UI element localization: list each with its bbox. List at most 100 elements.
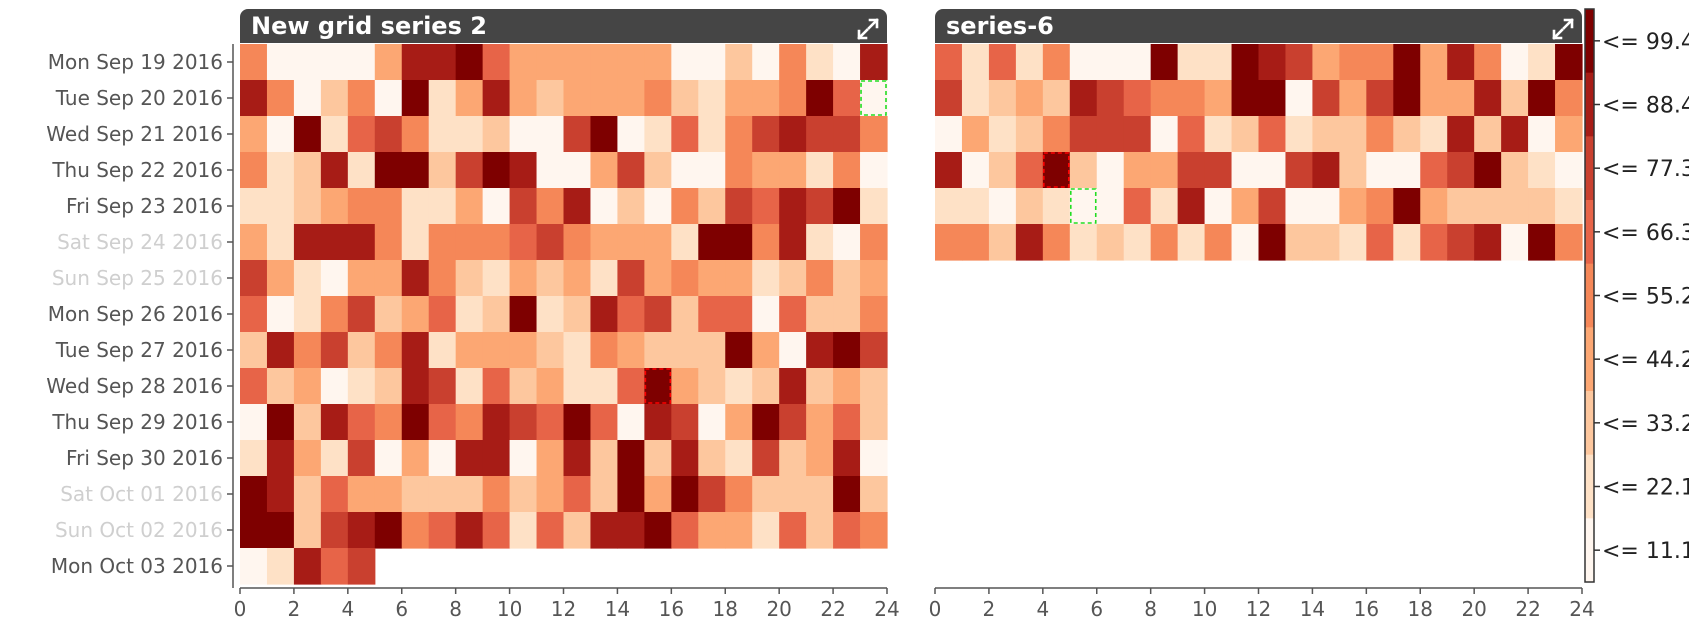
heatmap-cell xyxy=(1069,80,1098,117)
heatmap-cell xyxy=(428,260,457,297)
heatmap-cell xyxy=(240,548,268,585)
heatmap-cell xyxy=(1339,188,1367,225)
heatmap-cell xyxy=(374,440,403,477)
heatmap-cell xyxy=(1393,188,1421,225)
heatmap-cell xyxy=(1231,224,1260,261)
heatmap-cell xyxy=(961,224,990,261)
heatmap-cell xyxy=(698,44,726,81)
heatmap-cell xyxy=(806,296,834,333)
heatmap-cell xyxy=(725,440,753,477)
heatmap-cell xyxy=(860,152,888,189)
heatmap-cell xyxy=(374,512,403,549)
heatmap-cell xyxy=(860,332,888,369)
heatmap-cell xyxy=(536,476,565,513)
heatmap-cell xyxy=(401,80,430,117)
heatmap-cell xyxy=(698,404,726,441)
heatmap-cell xyxy=(779,188,807,225)
heatmap-cell xyxy=(806,224,834,261)
y-tick-label: Sun Oct 02 2016 xyxy=(55,518,223,542)
heatmap-cell xyxy=(428,296,457,333)
heatmap-cell xyxy=(1528,116,1556,153)
heatmap-cell xyxy=(293,188,322,225)
heatmap-cell xyxy=(806,80,834,117)
heatmap-cell xyxy=(725,80,753,117)
x-tick-label: 12 xyxy=(551,597,576,621)
heatmap-cell xyxy=(1420,80,1448,117)
heatmap-cell xyxy=(1069,188,1098,225)
heatmap-cell xyxy=(779,224,807,261)
heatmap-cell xyxy=(536,152,565,189)
heatmap-cell xyxy=(1555,224,1583,261)
heatmap-cell xyxy=(320,476,349,513)
heatmap-cell xyxy=(1177,224,1206,261)
heatmap-cell xyxy=(590,368,619,405)
heatmap-cell xyxy=(401,116,430,153)
heatmap-cell xyxy=(644,80,672,117)
heatmap-cell xyxy=(617,260,645,297)
heatmap-cell xyxy=(1096,224,1125,261)
heatmap-cell xyxy=(617,368,645,405)
heatmap-cell xyxy=(725,296,753,333)
y-tick-label: Wed Sep 21 2016 xyxy=(46,122,223,146)
heatmap-cell xyxy=(644,368,672,405)
heatmap-cell xyxy=(806,368,834,405)
heatmap-cell xyxy=(563,512,592,549)
heatmap-cell xyxy=(725,116,753,153)
heatmap-cell xyxy=(1204,152,1233,189)
heatmap-cell xyxy=(644,512,672,549)
heatmap-cell xyxy=(347,548,376,585)
legend-swatch xyxy=(1585,518,1594,583)
heatmap-cell xyxy=(563,476,592,513)
heatmap-cell xyxy=(374,188,403,225)
heatmap-cell xyxy=(509,440,538,477)
heatmap-cell xyxy=(1501,224,1529,261)
heatmap-cell xyxy=(1474,188,1502,225)
heatmap-cell xyxy=(1393,116,1421,153)
heatmap-cell xyxy=(961,44,990,81)
y-tick-label: Sun Sep 25 2016 xyxy=(52,266,223,290)
heatmap-cell xyxy=(374,296,403,333)
heatmap-cell xyxy=(779,296,807,333)
heatmap-cell xyxy=(806,332,834,369)
heatmap-cell xyxy=(374,152,403,189)
legend-swatch xyxy=(1585,9,1594,74)
heatmap-cell xyxy=(1285,224,1314,261)
heatmap-cell xyxy=(860,368,888,405)
heatmap-cell xyxy=(1312,116,1340,153)
heatmap-cell xyxy=(1258,188,1287,225)
heatmap-cell xyxy=(725,476,753,513)
hover-cell-marker xyxy=(860,80,887,116)
heatmap-cell xyxy=(1366,44,1394,81)
heatmap-cell xyxy=(347,188,376,225)
heatmap-cell xyxy=(320,368,349,405)
heatmap-cell xyxy=(988,44,1017,81)
expand-icon[interactable] xyxy=(1552,15,1574,40)
heatmap-cell xyxy=(725,152,753,189)
heatmap-cell xyxy=(1231,116,1260,153)
heatmap-cell xyxy=(698,116,726,153)
heatmap-cell xyxy=(455,80,484,117)
heatmap-cell xyxy=(935,224,963,261)
heatmap-cell xyxy=(455,404,484,441)
heatmap-cell xyxy=(1231,44,1260,81)
heatmap-cell xyxy=(536,44,565,81)
heatmap-cell xyxy=(428,404,457,441)
heatmap-cell xyxy=(1096,44,1125,81)
heatmap-cell xyxy=(536,368,565,405)
heatmap-cell xyxy=(482,152,511,189)
heatmap-cell xyxy=(1231,80,1260,117)
heatmap-cell xyxy=(428,152,457,189)
expand-icon[interactable] xyxy=(857,15,879,40)
heatmap-cell xyxy=(1204,116,1233,153)
heatmap-cell xyxy=(1123,188,1152,225)
heatmap-cell xyxy=(320,440,349,477)
heatmap-cell xyxy=(590,296,619,333)
heatmap-cell xyxy=(320,296,349,333)
heatmap-cell xyxy=(806,512,834,549)
heatmap-cell xyxy=(806,440,834,477)
heatmap-cell xyxy=(374,368,403,405)
heatmap-cell xyxy=(509,44,538,81)
heatmap-cell xyxy=(833,332,861,369)
heatmap-cell xyxy=(988,80,1017,117)
heatmap-cell xyxy=(698,512,726,549)
